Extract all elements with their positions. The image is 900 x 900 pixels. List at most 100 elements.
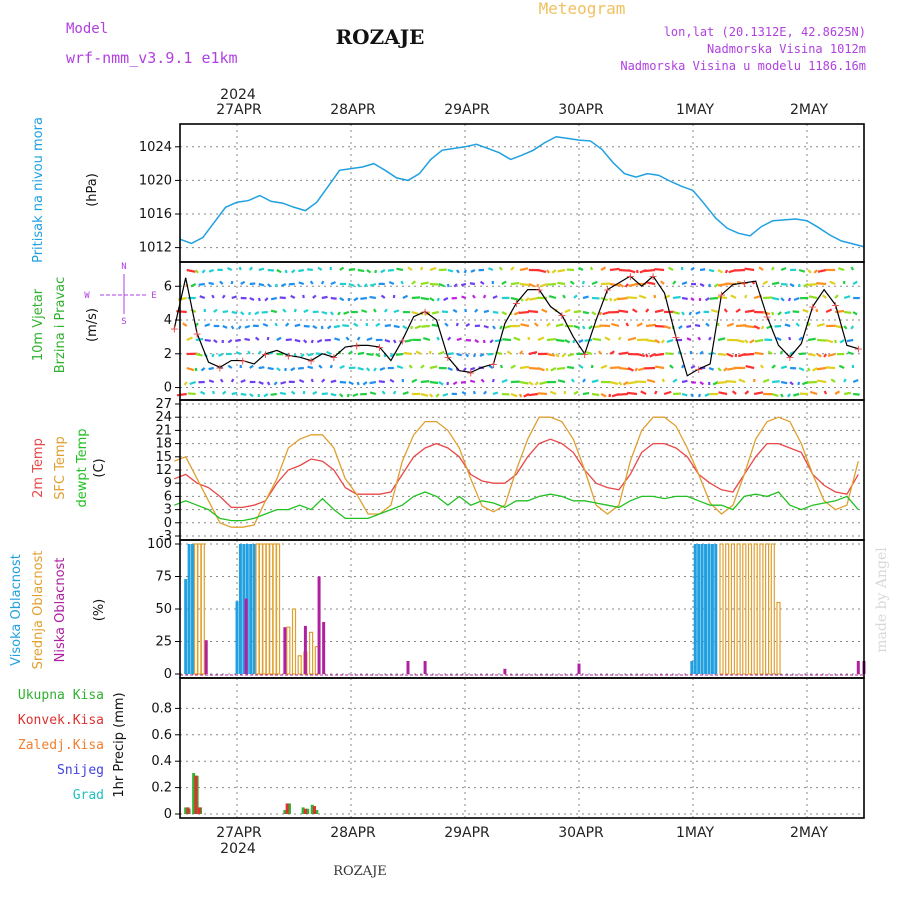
- wind-arrow: [753, 325, 761, 330]
- wind-arrow: [378, 380, 385, 384]
- wind-arrow: [363, 283, 368, 288]
- wind-arrow: [366, 269, 372, 274]
- wind-arrow: [453, 283, 458, 288]
- wind-arrow: [834, 390, 841, 395]
- wind-arrow: [204, 338, 211, 342]
- wind-arrow: [557, 281, 566, 286]
- wind-arrow: [523, 393, 530, 398]
- wind-arrow: [539, 380, 548, 385]
- wind-arrow: [217, 352, 224, 357]
- wind-arrow: [713, 283, 719, 288]
- wind-arrow: [274, 283, 278, 288]
- precip-total-bar: [306, 808, 310, 814]
- wind-gust-marker: +: [534, 284, 543, 297]
- cloud-high-bar: [693, 544, 697, 674]
- wind-arrow: [510, 392, 518, 398]
- bottom-day-labels: 27APR 28APR 29APR 30APR 1MAY 2MAY: [216, 825, 828, 841]
- wind-gust-marker: +: [466, 366, 475, 379]
- wind-arrow: [520, 323, 530, 328]
- cloud-low-bar: [317, 576, 321, 674]
- wind-arrow: [474, 308, 479, 313]
- wind-arrow: [235, 351, 242, 356]
- y-tick-label: 21: [155, 423, 172, 438]
- wind-arrow: [375, 353, 381, 358]
- wind-arrow: [588, 325, 593, 330]
- wind-arrow: [529, 296, 539, 301]
- wind-arrow: [788, 336, 792, 341]
- wind-arrow: [672, 295, 681, 300]
- top-day-labels: 27APR 28APR 29APR 30APR 1MAY 2MAY: [216, 102, 828, 118]
- wind-arrow: [573, 310, 582, 314]
- wind-arrow: [503, 324, 512, 329]
- wind-arrow: [546, 322, 551, 327]
- wind-arrow: [510, 281, 520, 286]
- wind-arrow: [780, 393, 784, 398]
- y-tick-label: 18: [155, 437, 172, 452]
- wind-arrow: [566, 365, 575, 370]
- wind-arrow: [462, 367, 467, 372]
- wind-arrow: [809, 390, 818, 396]
- wind-arrow: [240, 311, 245, 316]
- wind-arrow: [573, 324, 580, 329]
- wind-gust-marker: +: [443, 351, 452, 364]
- wind-arrow: [618, 268, 630, 272]
- wind-arrow: [816, 366, 827, 371]
- wind-arrow: [186, 366, 195, 372]
- wind-arrow: [279, 296, 286, 300]
- cloud-unit: (%): [92, 599, 107, 622]
- wind-label-1: 10m Vjetar: [31, 288, 46, 361]
- wind-arrow: [589, 266, 594, 271]
- wind-arrow: [645, 281, 656, 286]
- wind-arrow: [528, 351, 538, 356]
- wind-arrow: [725, 379, 737, 384]
- wind-arrow: [356, 283, 361, 288]
- temp-sfc-label: SFC Temp: [53, 436, 68, 500]
- wind-arrow: [222, 390, 227, 395]
- wind-arrow: [258, 366, 265, 370]
- wind-arrow: [699, 268, 706, 272]
- wind-arrow: [528, 282, 536, 288]
- wind-arrow: [266, 381, 271, 386]
- wind-arrow: [195, 352, 203, 357]
- cloud-mid-bar: [719, 543, 724, 675]
- wind-arrow: [672, 310, 680, 315]
- wind-arrow: [738, 378, 746, 384]
- cloud-low-bar: [283, 627, 287, 674]
- wind-arrow: [327, 325, 332, 330]
- wind-arrow: [688, 311, 693, 316]
- wind-arrow: [227, 364, 233, 369]
- wind-arrow: [556, 366, 566, 371]
- cloud-high-bar: [252, 544, 256, 674]
- wind-arrow: [230, 280, 234, 285]
- wind-arrow: [699, 350, 704, 355]
- wind-arrow: [189, 380, 197, 386]
- temp-sfc-series: [174, 416, 859, 528]
- wind-arrow: [686, 337, 692, 342]
- wind-arrow: [717, 352, 727, 357]
- cloud-high-bar: [704, 544, 708, 674]
- wind-arrow: [611, 322, 620, 328]
- wind-arrow: [704, 392, 710, 397]
- precip-legend-item: Ukupna Kisa: [18, 688, 104, 703]
- precip-conv-bar: [303, 808, 307, 814]
- wind-arrow: [519, 267, 529, 272]
- cloud-low-bar: [244, 598, 248, 674]
- wind-arrow: [681, 296, 688, 301]
- wind-arrow: [343, 310, 350, 315]
- wind-arrow: [501, 280, 507, 285]
- wind-arrow: [456, 269, 460, 274]
- wind-arrow: [334, 337, 341, 342]
- compass-e: E: [151, 291, 156, 301]
- wind-arrow: [274, 322, 278, 327]
- wind-arrow: [429, 266, 437, 272]
- wind-arrow: [284, 367, 287, 372]
- wind-arrow: [222, 310, 229, 314]
- wind-arrow: [435, 393, 440, 398]
- wind-arrow: [303, 324, 310, 328]
- wind-arrow: [771, 281, 780, 286]
- wind-arrow: [780, 297, 785, 302]
- wind-arrow: [262, 322, 269, 328]
- wind-arrow: [183, 381, 188, 386]
- wind-arrow: [267, 366, 274, 371]
